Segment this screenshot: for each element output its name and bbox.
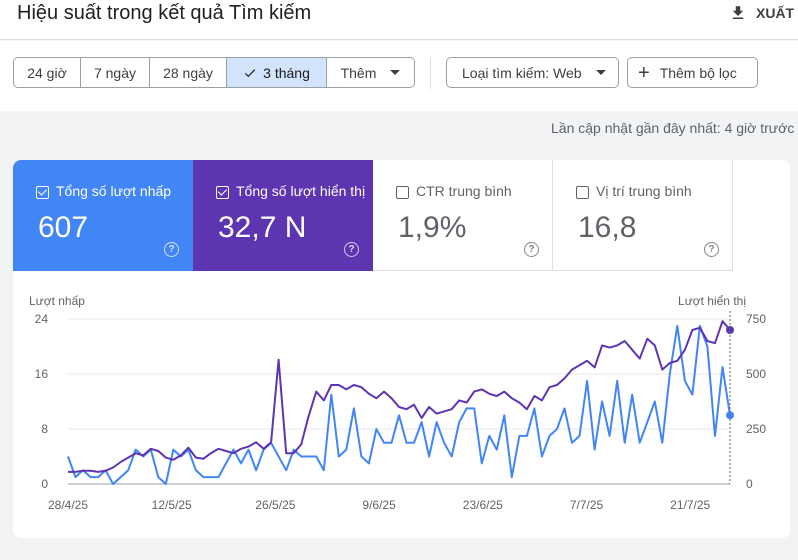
metric-card-position[interactable]: Vị trí trung bình 16,8 ? bbox=[553, 160, 733, 271]
y-tick-right: 0 bbox=[746, 477, 753, 491]
checkbox-impressions[interactable] bbox=[216, 186, 229, 199]
metric-card-clicks[interactable]: Tổng số lượt nhấp 607 ? bbox=[13, 160, 193, 271]
range-3m-button[interactable]: 3 tháng bbox=[227, 58, 327, 87]
metric-label-position: Vị trí trung bình bbox=[596, 183, 692, 199]
metric-value-ctr: 1,9% bbox=[398, 211, 467, 244]
plus-icon: + bbox=[638, 61, 650, 84]
export-button[interactable]: XUẤT bbox=[729, 2, 794, 24]
check-icon bbox=[245, 68, 256, 77]
dropdown-caret-icon bbox=[595, 70, 606, 75]
metric-value-clicks: 607 bbox=[38, 211, 89, 244]
more-ranges-label: Thêm bbox=[340, 64, 377, 81]
y-tick-right: 750 bbox=[746, 312, 766, 326]
metric-label-ctr: CTR trung bình bbox=[416, 183, 512, 199]
date-range-selector: 24 giờ 7 ngày 28 ngày 3 tháng Thêm bbox=[13, 57, 415, 88]
series-line-clicks bbox=[67, 324, 731, 485]
metric-label-clicks: Tổng số lượt nhấp bbox=[56, 183, 172, 199]
y-tick-right: 500 bbox=[746, 367, 766, 381]
metric-value-impressions: 32,7 N bbox=[218, 211, 307, 244]
x-tick-label: 23/6/25 bbox=[463, 498, 503, 512]
y-tick-right: 250 bbox=[746, 422, 766, 436]
checkbox-ctr[interactable] bbox=[396, 186, 409, 199]
y-tick-left: 16 bbox=[35, 367, 49, 381]
header: Hiệu suất trong kết quả Tìm kiếm XUẤT bbox=[0, 0, 798, 40]
help-circle-icon[interactable]: ? bbox=[164, 242, 179, 257]
page-title: Hiệu suất trong kết quả Tìm kiếm bbox=[17, 2, 312, 24]
more-ranges-button[interactable]: Thêm bbox=[327, 58, 414, 87]
y-axis-label-right: Lượt hiển thị bbox=[678, 294, 746, 308]
x-tick-label: 7/7/25 bbox=[570, 498, 604, 512]
filter-toolbar: 24 giờ 7 ngày 28 ngày 3 tháng Thêm Loại … bbox=[0, 41, 798, 111]
help-circle-icon[interactable]: ? bbox=[524, 242, 539, 257]
help-circle-icon[interactable]: ? bbox=[704, 242, 719, 257]
add-filter-button[interactable]: + Thêm bộ lọc bbox=[627, 57, 758, 88]
performance-chart[interactable]: Lượt nhấp Lượt hiển thị241680750500250028… bbox=[13, 271, 790, 538]
series-line-impressions bbox=[68, 320, 731, 473]
y-tick-left: 24 bbox=[35, 312, 49, 326]
last-updated-text: Lần cập nhật gần đây nhất: 4 giờ trước bbox=[551, 120, 795, 136]
range-28d-button[interactable]: 28 ngày bbox=[150, 58, 227, 87]
x-tick-label: 12/5/25 bbox=[152, 498, 192, 512]
search-type-filter[interactable]: Loại tìm kiếm: Web bbox=[446, 57, 619, 88]
add-filter-label: Thêm bộ lọc bbox=[659, 64, 737, 81]
dropdown-caret-icon bbox=[390, 70, 401, 75]
x-tick-label: 28/4/25 bbox=[48, 498, 88, 512]
help-circle-icon[interactable]: ? bbox=[344, 242, 359, 257]
y-tick-left: 8 bbox=[41, 422, 48, 436]
toolbar-divider bbox=[430, 57, 431, 89]
range-24h-button[interactable]: 24 giờ bbox=[14, 58, 81, 87]
checkbox-position[interactable] bbox=[576, 186, 589, 199]
x-tick-label: 26/5/25 bbox=[255, 498, 295, 512]
metric-card-impressions[interactable]: Tổng số lượt hiển thị 32,7 N ? bbox=[193, 160, 373, 271]
checkbox-clicks[interactable] bbox=[36, 186, 49, 199]
metric-value-position: 16,8 bbox=[578, 211, 637, 244]
range-3m-label: 3 tháng bbox=[263, 64, 310, 81]
export-label: XUẤT bbox=[756, 5, 795, 21]
series-endpoint-impressions bbox=[726, 326, 734, 334]
metric-card-ctr[interactable]: CTR trung bình 1,9% ? bbox=[373, 160, 553, 271]
x-tick-label: 9/6/25 bbox=[362, 498, 396, 512]
y-axis-label-left: Lượt nhấp bbox=[29, 294, 85, 308]
performance-panel: Tổng số lượt nhấp 607 ? Tổng số lượt hiể… bbox=[13, 160, 790, 538]
x-tick-label: 21/7/25 bbox=[670, 498, 710, 512]
y-tick-left: 0 bbox=[41, 477, 48, 491]
search-type-label: Loại tìm kiếm: Web bbox=[462, 64, 582, 81]
download-icon bbox=[732, 6, 744, 19]
metric-label-impressions: Tổng số lượt hiển thị bbox=[236, 183, 366, 199]
range-7d-button[interactable]: 7 ngày bbox=[81, 58, 150, 87]
